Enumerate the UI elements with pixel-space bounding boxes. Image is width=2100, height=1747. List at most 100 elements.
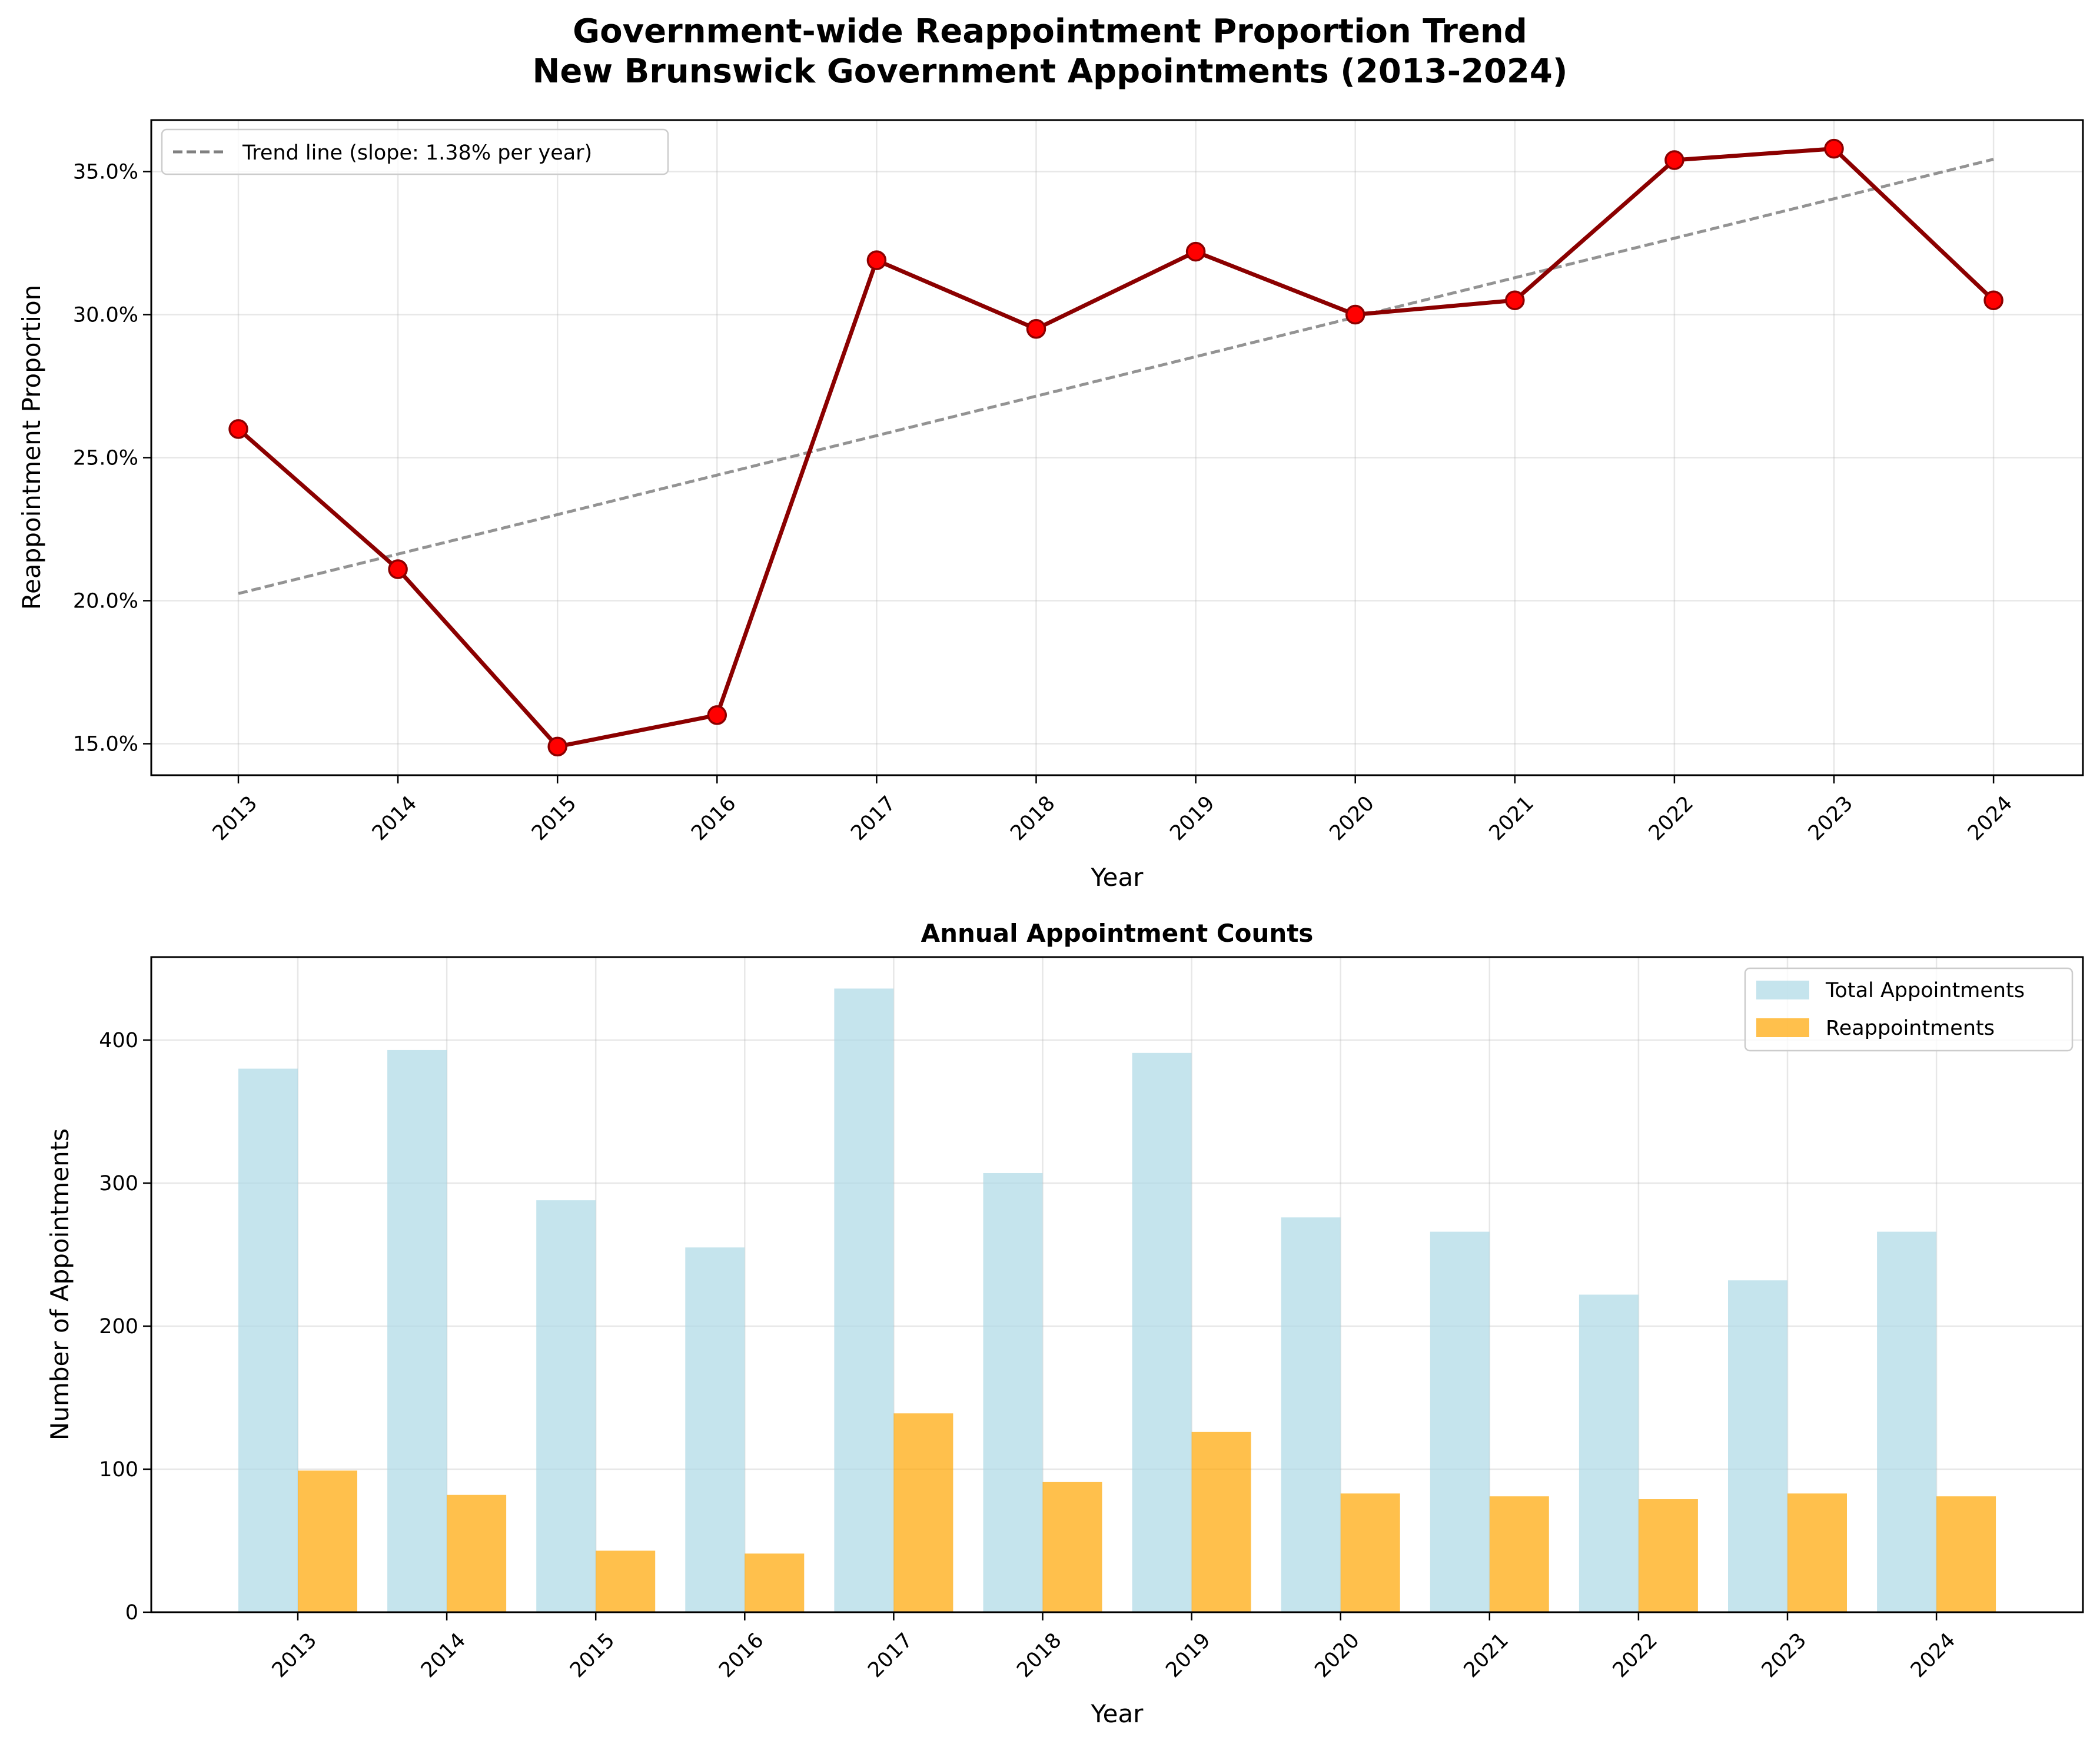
data-point-2013 — [228, 419, 248, 439]
bottom-ytick-label-100: 100 — [99, 1458, 138, 1482]
bottom-y-axis-label: Number of Appointments — [45, 1128, 74, 1440]
proportion-series — [228, 138, 2003, 757]
top-legend: Trend line (slope: 1.38% per year) — [161, 128, 669, 175]
proportion-line-chart: 2013 2014 2015 2016 2017 2018 2019 2020 2021 2022… — [17, 119, 2084, 892]
bottom-ytick-label-300: 300 — [99, 1172, 138, 1195]
reappointment-bar-2016 — [745, 1553, 805, 1612]
legend-total-label: Total Appointments — [1825, 979, 2025, 1002]
total-bar-2014 — [387, 1049, 447, 1612]
top-xtick-label-2021: 2021 — [1485, 792, 1539, 845]
data-point-2019 — [1185, 241, 1206, 262]
top-y-ticks: 15.0% 20.0% 25.0% 30.0% 35.0% — [73, 160, 151, 756]
data-point-2015 — [547, 736, 567, 757]
reappointment-bar-2015 — [596, 1550, 656, 1612]
top-xtick-label-2014: 2014 — [368, 792, 421, 845]
total-bar-2024 — [1877, 1231, 1937, 1612]
top-legend-box — [161, 128, 669, 175]
bottom-y-ticks: 0 100 200 300 400 — [99, 1029, 151, 1625]
legend-reappointments-label: Reappointments — [1826, 1017, 1995, 1040]
top-xtick-label-2013: 2013 — [208, 792, 262, 845]
reappointment-bar-2022 — [1638, 1499, 1698, 1612]
reappointment-bar-2019 — [1191, 1432, 1251, 1612]
reappointment-bar-2021 — [1489, 1496, 1549, 1612]
reappointment-bar-2018 — [1042, 1482, 1102, 1612]
top-xtick-label-2018: 2018 — [1006, 792, 1059, 845]
bottom-ytick-label-200: 200 — [99, 1315, 138, 1339]
legend-reappointments-swatch — [1756, 1018, 1809, 1037]
total-bar-2021 — [1430, 1231, 1490, 1612]
trend-line-group — [238, 158, 1994, 595]
top-x-axis-label: Year — [1091, 863, 1144, 892]
bottom-xtick-label-2013: 2013 — [268, 1629, 321, 1682]
total-bar-2023 — [1728, 1280, 1787, 1612]
top-xtick-label-2022: 2022 — [1644, 792, 1698, 845]
top-xtick-label-2019: 2019 — [1165, 792, 1219, 845]
data-point-2016 — [707, 705, 727, 725]
total-bar-2016 — [685, 1247, 745, 1612]
top-xtick-label-2020: 2020 — [1325, 792, 1379, 845]
data-point-2023 — [1824, 138, 1844, 159]
legend-trend-label: Trend line (slope: 1.38% per year) — [242, 141, 592, 165]
top-xtick-label-2015: 2015 — [527, 792, 581, 845]
bottom-xtick-label-2017: 2017 — [863, 1629, 917, 1682]
top-ytick-label-35: 35.0% — [73, 160, 138, 184]
reappointment-bar-2014 — [447, 1494, 507, 1612]
reappointment-bar-2017 — [893, 1413, 953, 1612]
top-y-axis-label: Reappointment Proportion — [17, 285, 46, 610]
bottom-xtick-label-2014: 2014 — [417, 1629, 470, 1682]
data-point-2014 — [388, 559, 408, 579]
top-grid — [151, 120, 2083, 775]
bottom-xtick-label-2020: 2020 — [1311, 1629, 1364, 1682]
proportion-line — [237, 147, 1995, 749]
trend-line — [238, 158, 1994, 595]
data-point-2018 — [1026, 319, 1046, 339]
figure-title-line2: New Brunswick Government Appointments (2… — [533, 52, 1568, 91]
top-xtick-label-2016: 2016 — [687, 792, 740, 845]
bottom-xtick-label-2023: 2023 — [1757, 1629, 1811, 1682]
top-ytick-label-25: 25.0% — [73, 447, 138, 470]
counts-bar-chart: Annual Appointment Counts 2013 2014 2015 20… — [45, 919, 2084, 1728]
top-ytick-label-20: 20.0% — [73, 590, 138, 613]
data-point-2020 — [1345, 304, 1365, 325]
bottom-xtick-label-2016: 2016 — [715, 1629, 768, 1682]
bottom-ytick-label-0: 0 — [125, 1601, 138, 1625]
top-x-ticks: 2013 2014 2015 2016 2017 2018 2019 2020 2021 2022… — [208, 775, 2017, 845]
bottom-legend: Total Appointments Reappointments — [1744, 967, 2074, 1052]
top-xtick-label-2017: 2017 — [846, 792, 900, 845]
total-bar-2013 — [238, 1068, 298, 1612]
total-bar-2015 — [536, 1200, 596, 1612]
total-bar-2020 — [1281, 1217, 1341, 1612]
total-bar-2019 — [1132, 1052, 1192, 1612]
top-xtick-label-2023: 2023 — [1804, 792, 1858, 845]
data-point-2022 — [1664, 150, 1684, 170]
data-point-2024 — [1983, 290, 2003, 310]
reappointment-bar-2023 — [1787, 1493, 1847, 1612]
bottom-xtick-label-2019: 2019 — [1161, 1629, 1215, 1682]
data-point-2021 — [1505, 290, 1525, 310]
reappointment-bar-2013 — [298, 1470, 357, 1612]
bottom-chart-title: Annual Appointment Counts — [921, 919, 1314, 948]
top-ytick-label-15: 15.0% — [73, 733, 138, 756]
bottom-xtick-label-2015: 2015 — [566, 1629, 619, 1682]
bottom-legend-box — [1744, 967, 2074, 1052]
bottom-axes-frame — [150, 956, 2084, 1613]
total-bar-2018 — [983, 1173, 1043, 1612]
reappointment-bar-2020 — [1340, 1493, 1400, 1612]
total-bar-2017 — [834, 988, 894, 1612]
bottom-xtick-label-2024: 2024 — [1906, 1629, 1960, 1682]
top-ytick-label-30: 30.0% — [73, 303, 138, 327]
bottom-x-axis-label: Year — [1091, 1699, 1144, 1728]
bottom-xtick-label-2018: 2018 — [1012, 1629, 1066, 1682]
top-xtick-label-2024: 2024 — [1963, 792, 2017, 845]
data-point-2017 — [866, 250, 887, 270]
bottom-xtick-label-2022: 2022 — [1609, 1629, 1662, 1682]
figure-title-line1: Government-wide Reappointment Proportion… — [573, 12, 1527, 51]
top-axes-frame — [150, 119, 2084, 776]
legend-total-swatch — [1756, 981, 1809, 999]
total-bar-2022 — [1579, 1294, 1639, 1612]
bottom-ytick-label-400: 400 — [99, 1029, 138, 1052]
reappointment-bar-2024 — [1936, 1496, 1996, 1612]
bars-group — [238, 988, 1996, 1612]
bottom-xtick-label-2021: 2021 — [1460, 1629, 1513, 1682]
bottom-x-ticks: 2013 2014 2015 2016 2017 2018 2019 2020 2021 2022… — [268, 1612, 1960, 1682]
